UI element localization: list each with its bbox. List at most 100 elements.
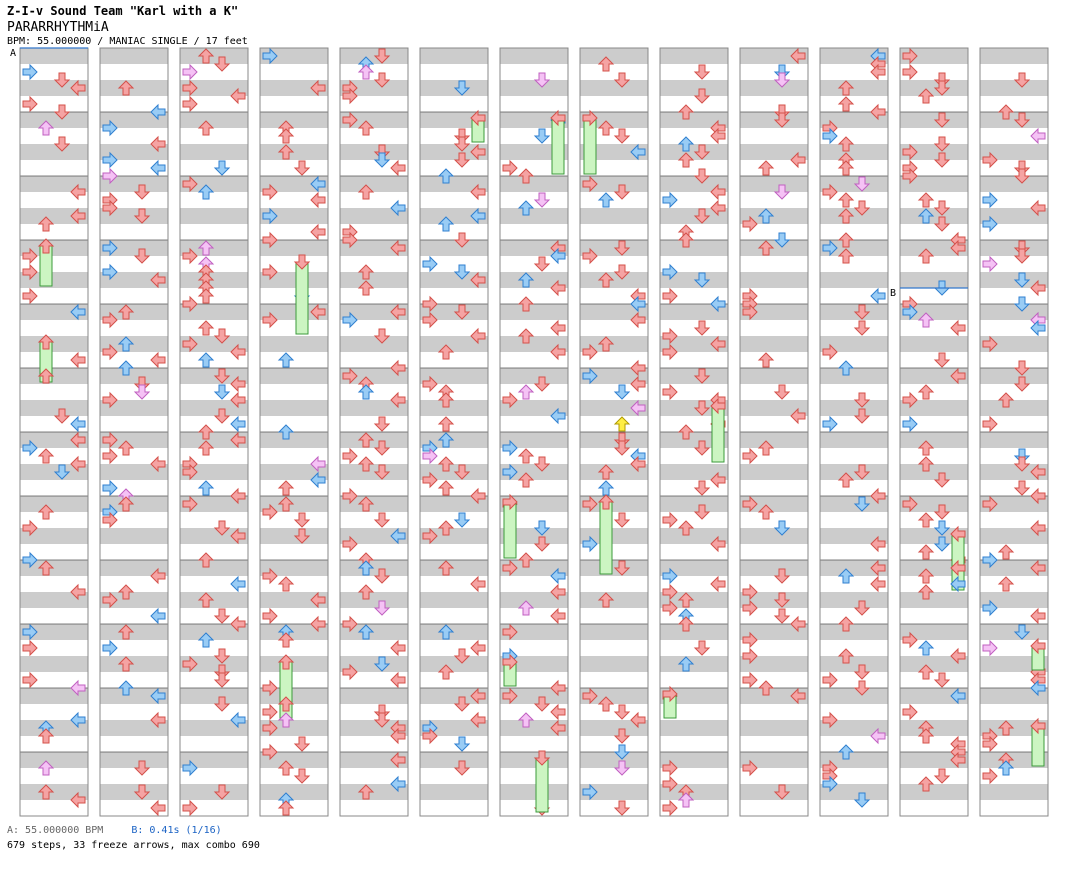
freeze-arrow xyxy=(504,502,516,558)
beat-stripe xyxy=(500,48,568,64)
beat-stripe xyxy=(660,48,728,64)
beat-stripe xyxy=(260,400,328,416)
beat-stripe xyxy=(660,720,728,736)
beat-stripe xyxy=(420,656,488,672)
beat-stripe xyxy=(980,112,1048,128)
beat-stripe xyxy=(260,656,328,672)
beat-stripe xyxy=(420,560,488,576)
beat-stripe xyxy=(580,752,648,768)
beat-stripe xyxy=(900,784,968,800)
beat-stripe xyxy=(500,368,568,384)
freeze-arrow xyxy=(296,262,308,334)
beat-stripe xyxy=(820,624,888,640)
beat-stripe xyxy=(820,368,888,384)
beat-stripe xyxy=(580,208,648,224)
beat-stripe xyxy=(180,560,248,576)
beat-stripe xyxy=(900,592,968,608)
beat-stripe xyxy=(180,784,248,800)
beat-stripe xyxy=(900,112,968,128)
beat-stripe xyxy=(820,272,888,288)
beat-stripe xyxy=(20,656,88,672)
beat-stripe xyxy=(180,688,248,704)
beat-stripe xyxy=(420,752,488,768)
beat-stripe xyxy=(260,528,328,544)
beat-stripe xyxy=(340,592,408,608)
beat-stripe xyxy=(100,784,168,800)
beat-stripe xyxy=(740,528,808,544)
beat-stripe xyxy=(20,368,88,384)
freeze-arrow xyxy=(712,406,724,462)
beat-stripe xyxy=(20,752,88,768)
beat-stripe xyxy=(580,432,648,448)
beat-stripe xyxy=(820,688,888,704)
beat-stripe xyxy=(980,368,1048,384)
beat-stripe xyxy=(980,432,1048,448)
beat-stripe xyxy=(100,752,168,768)
beat-stripe xyxy=(100,368,168,384)
beat-stripe xyxy=(900,720,968,736)
chart-column xyxy=(180,48,248,816)
beat-stripe xyxy=(580,272,648,288)
beat-stripe xyxy=(500,80,568,96)
beat-stripe xyxy=(180,592,248,608)
beat-stripe xyxy=(740,560,808,576)
beat-stripe xyxy=(340,432,408,448)
beat-stripe xyxy=(980,240,1048,256)
beat-stripe xyxy=(420,624,488,640)
beat-stripe xyxy=(180,144,248,160)
bpm-legend: A: 55.000000 BPM B: 0.41s (1/16) xyxy=(7,825,222,836)
beat-stripe xyxy=(580,80,648,96)
beat-stripe xyxy=(20,48,88,64)
bpm-a-label: A: 55.000000 BPM xyxy=(7,825,103,836)
beat-stripe xyxy=(740,80,808,96)
beat-stripe xyxy=(900,432,968,448)
beat-stripe xyxy=(980,80,1048,96)
beat-stripe xyxy=(340,176,408,192)
beat-stripe xyxy=(820,144,888,160)
beat-stripe xyxy=(340,48,408,64)
section-marker-label: A xyxy=(10,48,16,59)
beat-stripe xyxy=(820,592,888,608)
beat-stripe xyxy=(180,48,248,64)
freeze-arrow xyxy=(536,758,548,812)
beat-stripe xyxy=(740,368,808,384)
beat-stripe xyxy=(580,592,648,608)
beat-stripe xyxy=(900,208,968,224)
beat-stripe xyxy=(420,240,488,256)
beat-stripe xyxy=(180,208,248,224)
beat-stripe xyxy=(260,144,328,160)
beat-stripe xyxy=(740,176,808,192)
beat-stripe xyxy=(260,112,328,128)
beat-stripe xyxy=(580,624,648,640)
beat-stripe xyxy=(100,528,168,544)
beat-stripe xyxy=(740,784,808,800)
beat-stripe xyxy=(500,304,568,320)
beat-stripe xyxy=(820,80,888,96)
beat-stripe xyxy=(980,400,1048,416)
beat-stripe xyxy=(980,624,1048,640)
beat-stripe xyxy=(260,432,328,448)
beat-stripe xyxy=(500,752,568,768)
beat-stripe xyxy=(340,144,408,160)
beat-stripe xyxy=(660,624,728,640)
step-chart: AB xyxy=(0,0,1072,876)
beat-stripe xyxy=(580,656,648,672)
beat-stripe xyxy=(820,208,888,224)
beat-stripe xyxy=(20,400,88,416)
beat-stripe xyxy=(500,208,568,224)
beat-stripe xyxy=(740,272,808,288)
chart-stats: 679 steps, 33 freeze arrows, max combo 6… xyxy=(7,840,260,851)
beat-stripe xyxy=(340,560,408,576)
beat-stripe xyxy=(180,272,248,288)
beat-stripe xyxy=(900,272,968,288)
beat-stripe xyxy=(900,80,968,96)
beat-stripe xyxy=(180,112,248,128)
bpm-b-label: B: 0.41s (1/16) xyxy=(131,825,221,836)
beat-stripe xyxy=(980,784,1048,800)
beat-stripe xyxy=(340,272,408,288)
beat-stripe xyxy=(20,112,88,128)
beat-stripe xyxy=(420,400,488,416)
beat-stripe xyxy=(660,368,728,384)
beat-stripe xyxy=(20,496,88,512)
beat-stripe xyxy=(20,144,88,160)
